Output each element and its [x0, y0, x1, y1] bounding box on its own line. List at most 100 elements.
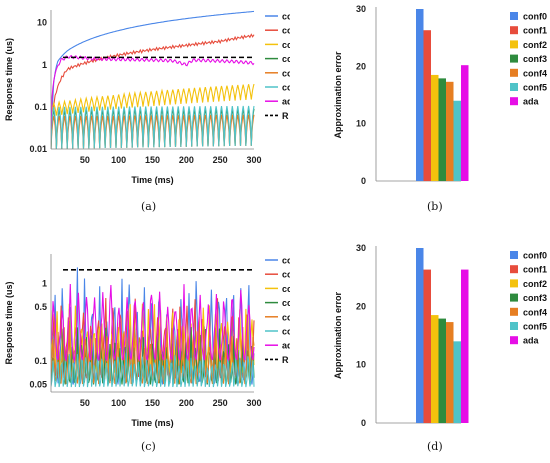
caption-b: (b): [427, 200, 443, 213]
y-tick-label: 1: [42, 279, 47, 289]
legend-swatch-conf4: [510, 307, 518, 316]
bar-ada: [461, 269, 469, 423]
legend-label-conf2: conf2: [523, 40, 547, 50]
y-tick-label: 0.01: [29, 144, 47, 154]
legend-label-conf2: conf2: [282, 40, 290, 50]
series-line-conf1: [51, 33, 255, 119]
legend-label-conf4: conf4: [282, 312, 290, 322]
x-tick-label: 100: [111, 398, 126, 408]
y-axis-title: Response time (us): [4, 281, 14, 364]
caption-d: (d): [427, 440, 443, 453]
plot-area: [51, 267, 255, 388]
legend-swatch-conf1: [510, 265, 518, 274]
legend-swatch-ada: [510, 336, 518, 345]
y-tick-label: 10: [356, 119, 366, 129]
x-axis-title: Time (ms): [131, 175, 173, 185]
legend-label-conf4: conf4: [523, 68, 547, 78]
legend-label-conf3: conf3: [282, 298, 290, 308]
x-tick-label: 150: [145, 398, 160, 408]
legend-label-conf3: conf3: [282, 54, 290, 64]
y-axis-title: Response time (us): [4, 38, 14, 121]
legend-label-conf5: conf5: [282, 327, 290, 337]
x-tick-label: 100: [111, 155, 126, 165]
bar-ada: [461, 65, 469, 181]
y-tick-label: 1: [42, 60, 47, 70]
legend-label-conf1: conf1: [282, 270, 290, 280]
legend-label-ada: ada: [282, 97, 290, 107]
legend-label-ada: ada: [523, 97, 540, 107]
legend-label-ada: ada: [523, 336, 540, 346]
bar-conf5: [453, 100, 461, 181]
legend-label-R: R: [282, 111, 289, 121]
chart-d-approximation-error: 0 10 20 30 Approximation error conf0 conf1 conf…: [333, 243, 547, 428]
x-tick-label: 250: [213, 155, 228, 165]
legend-swatch-conf0: [510, 251, 518, 259]
y-tick-label: 20: [356, 61, 366, 71]
legend-label-conf1: conf1: [523, 26, 547, 36]
legend-swatch-conf1: [510, 26, 518, 35]
x-tick-label: 250: [213, 398, 228, 408]
chart-a-response-time: 50 100 150 200 250 300 0.01 0.1 1 10 Time (ms) Resp…: [4, 10, 290, 185]
series-line-conf5: [51, 353, 255, 388]
y-tick-label: 0.1: [34, 102, 47, 112]
y-tick-label: 0.5: [34, 302, 47, 312]
y-tick-label: 20: [356, 301, 366, 311]
legend-label-conf3: conf3: [523, 293, 547, 303]
bar-conf3: [438, 78, 446, 181]
series-line-conf0: [51, 10, 255, 107]
y-tick-label: 10: [356, 360, 366, 370]
legend-label-conf1: conf1: [282, 26, 290, 36]
caption-a: (a): [141, 200, 157, 213]
bar-conf1: [423, 269, 431, 423]
series-line-conf5: [51, 105, 255, 149]
legend-label-conf0: conf0: [282, 256, 290, 266]
legend-swatch-conf4: [510, 68, 518, 77]
legend-swatch-ada: [510, 97, 518, 106]
x-tick-label: 300: [246, 155, 261, 165]
x-tick-label: 150: [145, 155, 160, 165]
legend-swatch-conf0: [510, 12, 518, 20]
x-tick-label: 50: [80, 155, 90, 165]
legend-label-conf2: conf2: [523, 279, 547, 289]
legend-label-conf0: conf0: [282, 12, 290, 22]
legend-swatch-conf5: [510, 322, 518, 330]
x-axis-title: Time (ms): [131, 418, 173, 428]
legend-label-ada: ada: [282, 341, 290, 351]
chart-b-approximation-error: 0 10 20 30 Approximation error conf0 conf1 conf…: [333, 4, 547, 186]
y-tick-label: 0.1: [34, 356, 47, 366]
legend-label-conf0: conf0: [523, 251, 547, 261]
legend-swatch-conf5: [510, 83, 518, 91]
bar-conf0: [416, 248, 424, 423]
x-tick-label: 200: [179, 398, 194, 408]
y-tick-label: 10: [37, 18, 47, 28]
bar-conf1: [423, 30, 431, 181]
y-tick-label: 0.05: [29, 379, 47, 389]
x-tick-label: 200: [179, 155, 194, 165]
y-tick-label: 30: [356, 4, 366, 14]
legend-swatch-conf3: [510, 54, 518, 63]
legend-label-conf4: conf4: [282, 68, 290, 78]
y-tick-label: 0: [361, 176, 366, 186]
legend-label-conf4: conf4: [523, 307, 547, 317]
bar-conf4: [446, 322, 454, 423]
bar-conf5: [453, 341, 461, 423]
bar-conf0: [416, 9, 424, 181]
legend-label-conf1: conf1: [523, 265, 547, 275]
legend-swatch-conf2: [510, 40, 518, 49]
legend-label-R: R: [282, 355, 289, 365]
y-axis-title: Approximation error: [333, 291, 343, 379]
series-line-ada: [51, 283, 255, 363]
x-tick-label: 300: [246, 398, 261, 408]
y-tick-label: 30: [356, 243, 366, 253]
legend-label-conf5: conf5: [523, 322, 547, 332]
legend-swatch-conf3: [510, 293, 518, 302]
legend-label-conf0: conf0: [523, 12, 547, 22]
bar-conf2: [431, 74, 439, 181]
x-tick-label: 50: [80, 398, 90, 408]
y-axis-title: Approximation error: [333, 51, 343, 139]
series-line-conf2: [51, 83, 255, 117]
legend-label-conf5: conf5: [523, 83, 547, 93]
chart-c-response-time: 50 100 150 200 250 300 0.05 0.1 0.5 1 Time (ms) Res…: [4, 254, 290, 428]
caption-c: (c): [141, 440, 156, 453]
bar-conf3: [438, 318, 446, 423]
